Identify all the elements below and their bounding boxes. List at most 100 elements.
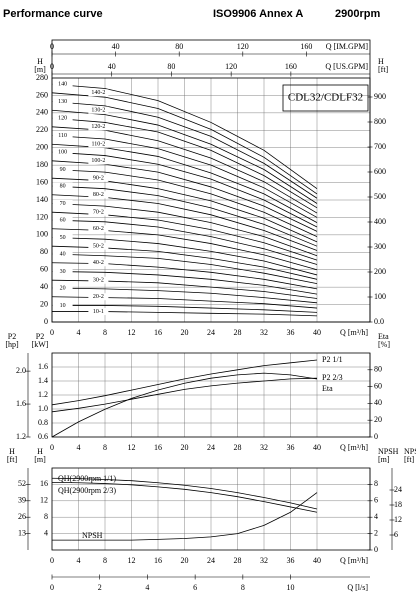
x-tick-label: 40 [112, 42, 120, 51]
x-tick-label: 12 [128, 443, 136, 452]
series-label: 10-1 [93, 309, 104, 315]
curve [51, 203, 318, 257]
y-tick-label: 0.8 [38, 418, 48, 427]
x-tick-label: 28 [234, 328, 242, 337]
label-bg [52, 148, 73, 156]
y-tick-label: 26 [18, 512, 26, 521]
x-tick-label: 0 [50, 328, 54, 337]
label-bg [52, 216, 73, 224]
y-tick-label: 16 [40, 479, 48, 488]
curve [51, 237, 318, 276]
y-tick-label: 600 [374, 167, 386, 176]
x-tick-label: 16 [154, 556, 162, 565]
x-tick-label: 0 [50, 42, 54, 51]
y-tick-label: 24 [394, 485, 402, 494]
y-tick-label: 0 [374, 432, 378, 441]
x-tick-label: 36 [287, 328, 295, 337]
x-tick-label: 32 [260, 443, 268, 452]
x-tick-label: 8 [103, 328, 107, 337]
y-tick-label: 6 [374, 496, 378, 505]
series-label: QH(2900rpm 1/1) [58, 474, 116, 483]
series-label: 70-2 [93, 210, 104, 216]
series-label: 130-2 [91, 108, 105, 114]
y-tick-label: 2.0 [16, 366, 26, 375]
curve [51, 169, 318, 237]
label-bg [88, 191, 109, 199]
y-tick-label: 60 [374, 381, 382, 390]
curve [51, 271, 318, 295]
y-tick-label: 80 [40, 247, 48, 256]
label-bg [52, 98, 73, 106]
x-tick-label: 40 [313, 328, 321, 337]
label-bg [88, 259, 109, 267]
x-tick-label: 4 [77, 556, 81, 565]
label-bg [88, 106, 109, 114]
x-tick-label: 10 [287, 583, 295, 592]
x-tick-label: 12 [128, 556, 136, 565]
x-tick-label: 160 [300, 42, 312, 51]
y-tick-label: 1.0 [38, 404, 48, 413]
label-bg [52, 250, 73, 258]
x-axis-label: Q [m³/h] [340, 443, 368, 452]
series-label: 30-2 [93, 278, 104, 284]
label-bg [52, 301, 73, 309]
x-tick-label: 28 [234, 556, 242, 565]
x-tick-label: 8 [103, 443, 107, 452]
y-tick-label: 100 [374, 292, 386, 301]
label-bg [88, 308, 109, 316]
series-label: 100 [58, 149, 67, 155]
y-tick-label: 240 [36, 108, 48, 117]
x-tick-label: 40 [313, 556, 321, 565]
x-tick-label: 12 [128, 328, 136, 337]
axis-label: Eta [378, 332, 389, 341]
x-tick-label: 0 [50, 583, 54, 592]
y-tick-label: 8 [44, 512, 48, 521]
label-bg [52, 132, 73, 140]
series-label: 140 [58, 81, 67, 87]
x-tick-label: 6 [193, 583, 197, 592]
y-tick-label: 500 [374, 192, 386, 201]
y-tick-label: 40 [374, 398, 382, 407]
y-tick-label: 800 [374, 117, 386, 126]
x-tick-label: 2 [98, 583, 102, 592]
series-label: P2 1/1 [322, 355, 343, 364]
series-label: 60 [60, 217, 66, 223]
model: CDL32/CDLF32 [288, 92, 363, 104]
axis-label: P2 [8, 332, 16, 341]
y-tick-label: 6 [394, 530, 398, 539]
axis-label: [m] [378, 455, 390, 464]
curve [51, 109, 318, 204]
y-tick-label: 52 [18, 479, 26, 488]
x-tick-label: 8 [103, 556, 107, 565]
curve [51, 185, 318, 247]
x-tick-label: 8 [241, 583, 245, 592]
chart-title: Performance curve [3, 8, 103, 20]
label-bg [88, 89, 109, 97]
series-label: 80-2 [93, 192, 104, 198]
label-bg [88, 225, 109, 233]
series-label: 60-2 [93, 226, 104, 232]
x-tick-label: 4 [77, 443, 81, 452]
axis-label: NPSH [404, 447, 416, 456]
y-tick-label: 280 [36, 73, 48, 82]
y-tick-label: 4 [374, 512, 378, 521]
axis-label: [hp] [5, 340, 19, 349]
y-tick-label: 0 [374, 545, 378, 554]
y-tick-label: 13 [18, 528, 26, 537]
x-tick-label: 4 [145, 583, 149, 592]
series-label: 80 [60, 183, 66, 189]
axis-label: [m] [34, 455, 46, 464]
x-tick-label: 24 [207, 328, 215, 337]
label-bg [52, 284, 73, 292]
label-bg [88, 123, 109, 131]
curve [51, 359, 318, 406]
y-tick-label: 200 [374, 267, 386, 276]
x-tick-label: 24 [207, 443, 215, 452]
series-label: 90-2 [93, 176, 104, 182]
series-label: 90 [60, 167, 66, 173]
curve [51, 481, 318, 513]
axis-label: [%] [378, 340, 390, 349]
x-tick-label: 16 [154, 328, 162, 337]
label-bg [52, 114, 73, 122]
